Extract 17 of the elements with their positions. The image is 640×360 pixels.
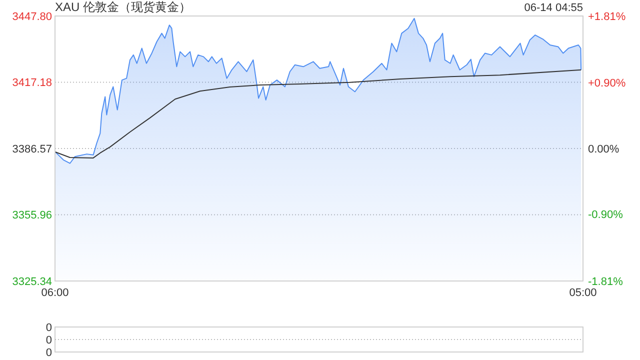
- y2-tick-label: -0.90%: [588, 209, 624, 222]
- text: 06-14 04:55: [524, 2, 583, 14]
- y2-tick-label: -1.81%: [588, 276, 624, 288]
- y-tick-label: 3325.34: [12, 276, 52, 288]
- y2-tick-label: +0.90%: [588, 77, 626, 90]
- text: 0: [46, 322, 52, 334]
- x-tick-label: 06:00: [41, 287, 69, 299]
- text: 0: [46, 334, 52, 346]
- y-tick-label: 3417.18: [12, 77, 52, 90]
- y-tick-label: 3447.80: [12, 10, 52, 23]
- y2-tick-label: 0.00%: [588, 143, 620, 156]
- text: 0: [46, 346, 52, 359]
- chart-title: XAU 伦敦金（现货黄金）: [55, 0, 192, 14]
- y-tick-label: 3386.57: [12, 143, 52, 156]
- x-tick-label: 05:00: [569, 287, 597, 299]
- y-tick-label: 3355.96: [12, 210, 52, 222]
- y2-tick-label: +1.81%: [588, 10, 626, 23]
